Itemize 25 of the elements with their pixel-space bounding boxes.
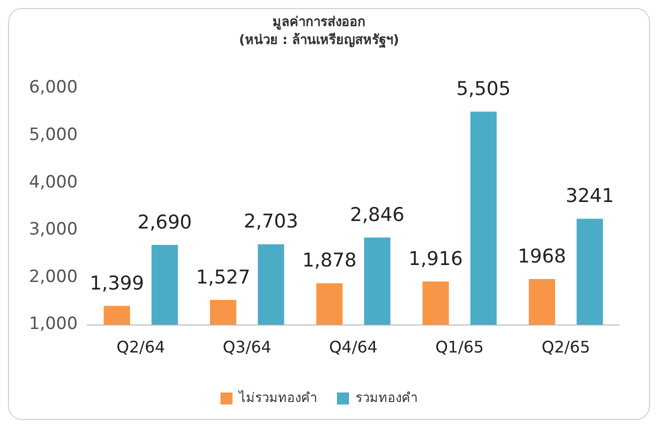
x-tick-label: Q2/64 — [116, 338, 166, 357]
legend-label: รวมทองคำ — [356, 390, 418, 406]
y-tick-label: 2,000 — [28, 266, 78, 287]
data-label: 1,399 — [90, 272, 144, 294]
y-tick-label: 6,000 — [28, 78, 78, 98]
x-tick-label: Q3/64 — [222, 338, 272, 357]
x-tick-label: Q1/65 — [435, 338, 484, 357]
data-label: 3241 — [566, 185, 614, 208]
x-tick-label: Q2/65 — [542, 338, 590, 357]
data-label: 1,527 — [196, 266, 250, 288]
y-tick-label: 1,000 — [28, 314, 78, 334]
chart-subtitle: (หน่วย : ล้านเหรียญสหรัฐฯ) — [238, 32, 400, 49]
y-tick-label: 3,000 — [28, 220, 78, 240]
data-label: 5,505 — [456, 78, 511, 100]
legend-label: ไม่รวมทองคำ — [238, 390, 317, 406]
data-label: 1968 — [518, 245, 566, 268]
data-label: 1,916 — [408, 248, 463, 270]
chart-title: มูลค่าการส่งออก — [272, 15, 366, 30]
data-label: 2,846 — [350, 204, 404, 226]
y-tick-label: 5,000 — [28, 124, 78, 145]
y-tick-label: 4,000 — [28, 172, 78, 192]
x-tick-label: Q4/64 — [329, 338, 378, 357]
data-label: 1,878 — [302, 250, 357, 272]
data-label: 2,703 — [244, 210, 298, 233]
data-label: 2,690 — [138, 211, 192, 234]
